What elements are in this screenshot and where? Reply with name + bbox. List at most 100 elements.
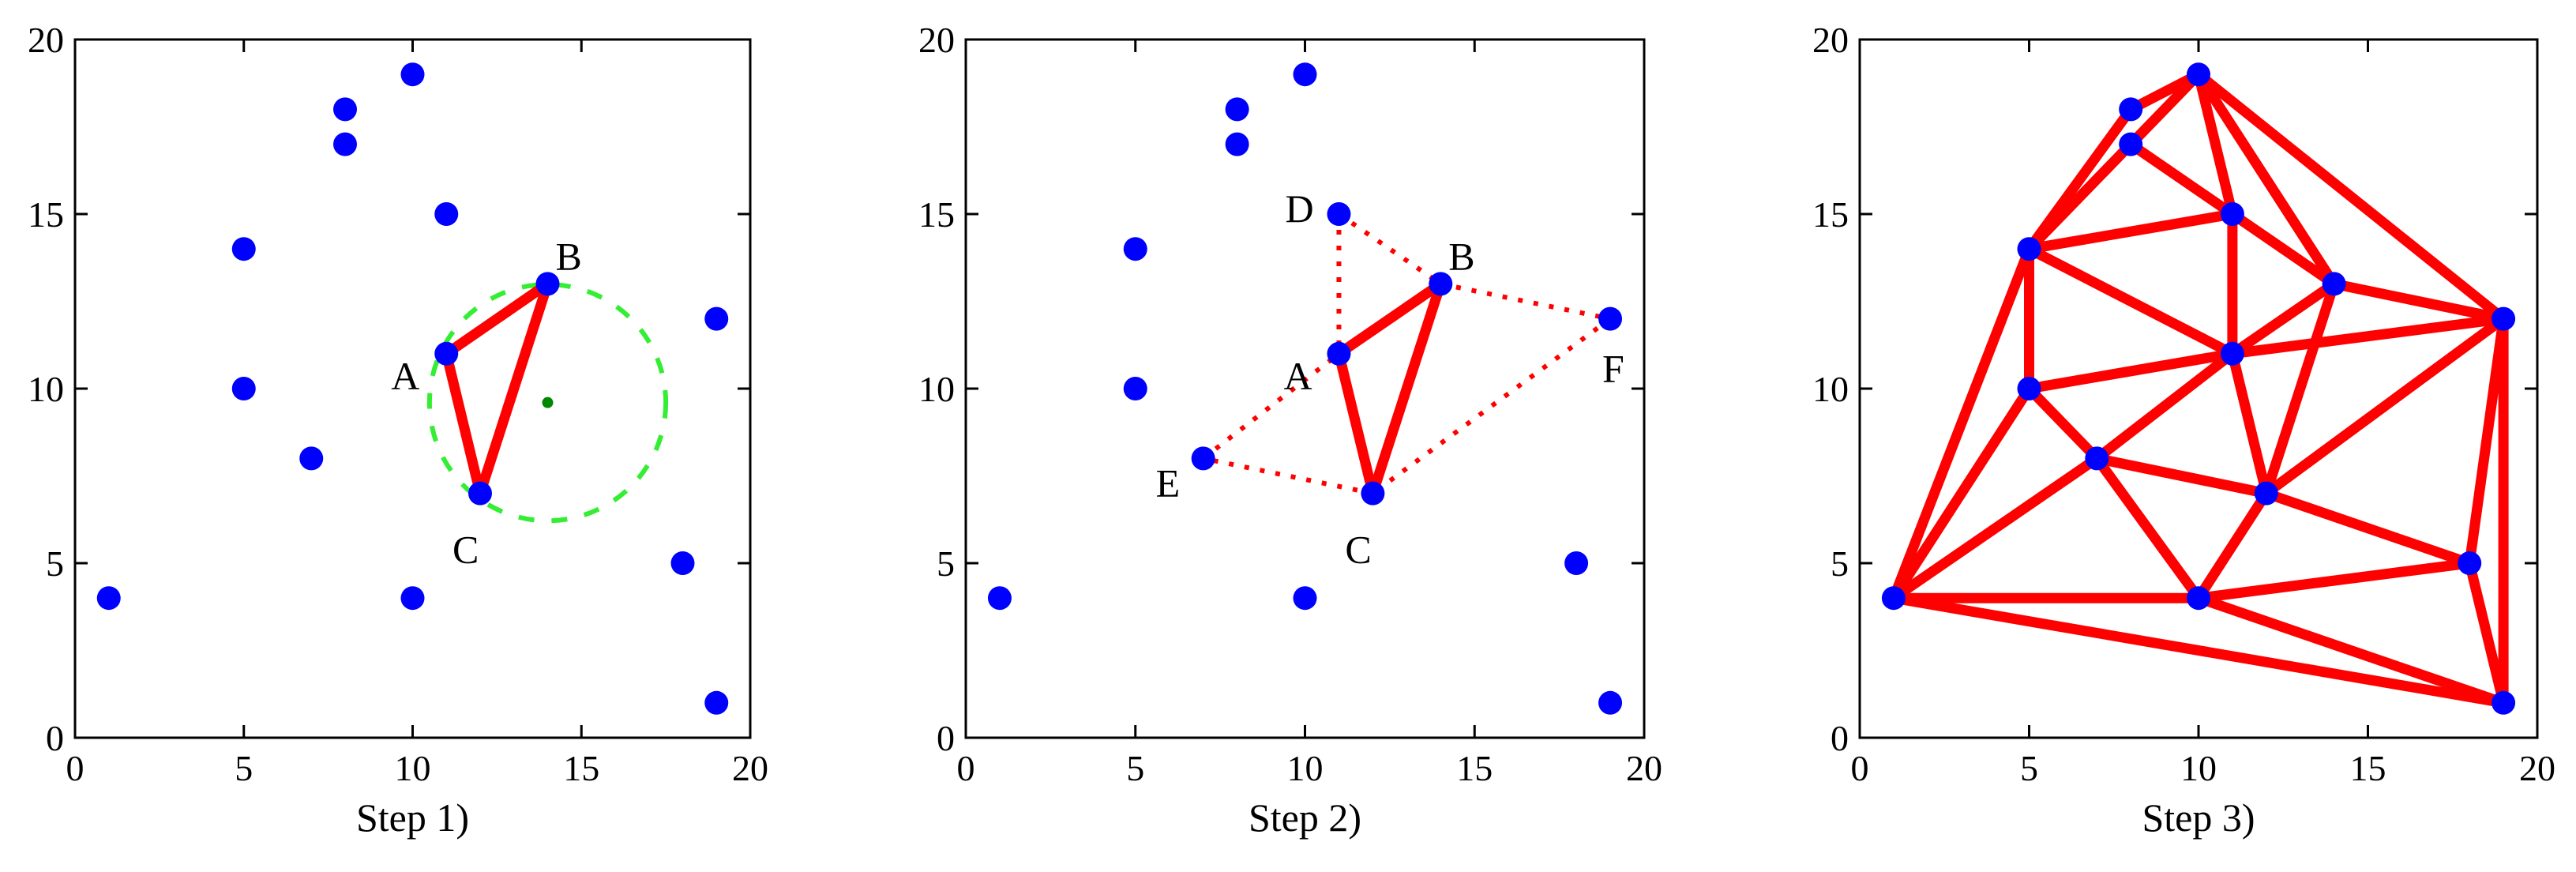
y-tick-label: 5 bbox=[46, 543, 64, 584]
point-label-b: B bbox=[1448, 234, 1474, 278]
triangle-edge bbox=[2193, 558, 2475, 603]
data-point bbox=[2119, 97, 2143, 122]
data-point bbox=[1123, 237, 1147, 261]
data-point bbox=[1598, 690, 1623, 715]
point-label-a: A bbox=[391, 354, 419, 398]
triangle-edge bbox=[1888, 243, 2034, 603]
point-label-c: C bbox=[1345, 528, 1371, 572]
data-point bbox=[2187, 586, 2210, 611]
data-point bbox=[2322, 272, 2346, 296]
y-tick-label: 15 bbox=[1812, 194, 1849, 235]
data-point bbox=[1293, 62, 1317, 87]
data-point bbox=[231, 237, 256, 261]
triangle-edge bbox=[2193, 592, 2509, 708]
triangle-edge bbox=[2193, 69, 2509, 325]
candidate-edge bbox=[1337, 212, 1442, 286]
triangle-edge bbox=[2193, 488, 2272, 603]
triangle-edge bbox=[2227, 314, 2509, 359]
panel-caption: Step 3) bbox=[2142, 795, 2255, 840]
y-tick-label: 10 bbox=[1812, 369, 1849, 409]
triangle-edge bbox=[2024, 383, 2102, 464]
triangle-edge bbox=[2464, 558, 2509, 708]
triangle-edge bbox=[2227, 209, 2340, 289]
data-point bbox=[333, 132, 357, 156]
x-tick-label: 10 bbox=[395, 748, 431, 788]
data-point bbox=[299, 446, 324, 471]
y-tick-label: 15 bbox=[28, 194, 64, 235]
data-point bbox=[1564, 551, 1589, 575]
data-point bbox=[1598, 306, 1623, 331]
panel-caption: Step 1) bbox=[356, 795, 469, 840]
x-tick-label: 0 bbox=[66, 748, 84, 788]
x-tick-label: 15 bbox=[1456, 748, 1493, 788]
y-tick-label: 10 bbox=[28, 369, 64, 409]
y-tick-label: 5 bbox=[937, 543, 955, 584]
triangle-edge bbox=[2193, 69, 2340, 289]
panel-caption: Step 2) bbox=[1249, 795, 1361, 840]
x-tick-label: 20 bbox=[732, 748, 768, 788]
triangle-edge bbox=[2464, 314, 2509, 569]
x-tick-label: 15 bbox=[2350, 748, 2386, 788]
y-tick-label: 10 bbox=[918, 369, 955, 409]
triangle-edge bbox=[1888, 592, 2509, 708]
panel-3: 0 5 10 15 20 0 5 10 15 20 Step 3) bbox=[1812, 20, 2555, 840]
data-point bbox=[96, 586, 121, 611]
y-tick-label: 20 bbox=[1812, 20, 1849, 60]
circumcircle bbox=[426, 282, 669, 524]
data-point bbox=[1327, 341, 1351, 366]
data-point bbox=[2187, 62, 2210, 87]
point-label-f: F bbox=[1602, 347, 1624, 391]
triangle-edge bbox=[441, 348, 486, 499]
y-tick-label: 5 bbox=[1831, 543, 1849, 584]
triangle-edge bbox=[2125, 69, 2204, 150]
candidate-edge bbox=[1201, 351, 1341, 460]
data-point bbox=[400, 586, 425, 611]
data-point bbox=[2492, 690, 2516, 715]
triangle-edge bbox=[441, 278, 553, 359]
y-tick-label: 0 bbox=[1831, 718, 1849, 758]
triangle-edge bbox=[2261, 278, 2340, 499]
triangle-edge bbox=[2329, 278, 2509, 325]
data-point bbox=[2085, 446, 2109, 471]
triangle-edge bbox=[2091, 453, 2272, 499]
data-point bbox=[434, 202, 459, 226]
x-tick-label: 0 bbox=[957, 748, 975, 788]
triangle-edge bbox=[1367, 278, 1446, 499]
triangle-edge bbox=[2024, 243, 2238, 359]
candidate-edge bbox=[1203, 456, 1374, 496]
data-point bbox=[670, 551, 695, 575]
triangle-edge bbox=[1888, 453, 2102, 603]
data-point bbox=[704, 306, 729, 331]
data-point bbox=[468, 481, 492, 506]
triangle-edge bbox=[2227, 278, 2340, 359]
data-point bbox=[2492, 306, 2516, 331]
point-label-c: C bbox=[452, 528, 479, 572]
triangle-edge bbox=[1333, 278, 1446, 359]
data-point bbox=[704, 690, 729, 715]
triangle-edge bbox=[1888, 383, 2034, 603]
point-label-e: E bbox=[1156, 460, 1181, 505]
panel-1: 0 5 10 15 20 0 5 10 15 20 Step 1) A B C bbox=[28, 20, 768, 840]
candidate-edge bbox=[1440, 281, 1611, 321]
triangle-edge bbox=[2125, 139, 2238, 220]
panel-2: 0 5 10 15 20 0 5 10 15 20 Step 2) A B C D E F bbox=[918, 20, 1662, 840]
triangle-edge bbox=[2261, 314, 2509, 499]
triangle-edge bbox=[2261, 488, 2475, 569]
y-tick-label: 20 bbox=[28, 20, 64, 60]
data-point bbox=[1361, 481, 1385, 506]
triangle-edge bbox=[2091, 348, 2238, 464]
y-tick-label: 0 bbox=[46, 718, 64, 758]
candidate-edge bbox=[1371, 317, 1612, 496]
data-point bbox=[1327, 202, 1351, 226]
x-tick-label: 5 bbox=[1126, 748, 1144, 788]
axes-frame bbox=[1858, 38, 2539, 739]
y-tick-label: 15 bbox=[918, 194, 955, 235]
data-point bbox=[1881, 586, 1906, 611]
point-label-b: B bbox=[556, 234, 582, 278]
triangle-edge bbox=[2024, 209, 2238, 254]
triangle-edge bbox=[475, 278, 553, 499]
data-point bbox=[231, 377, 256, 400]
data-point bbox=[1225, 97, 1249, 122]
x-tick-label: 20 bbox=[1626, 748, 1662, 788]
